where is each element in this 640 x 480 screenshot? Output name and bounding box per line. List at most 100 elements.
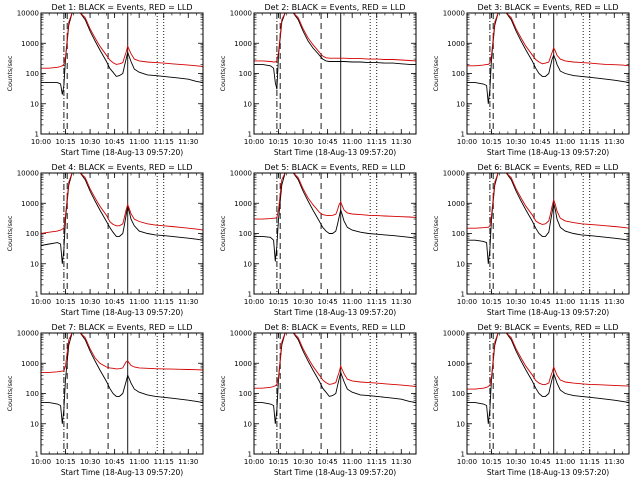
- y-tick-label: 100: [239, 230, 252, 238]
- x-axis-label: Start Time (18-Aug-13 09:57:20): [61, 468, 183, 477]
- x-tick-label: 10:15: [481, 138, 501, 146]
- x-tick-label: 10:15: [268, 298, 288, 306]
- x-tick-label: 10:00: [457, 298, 477, 306]
- y-tick-label: 10: [30, 420, 39, 428]
- x-tick-label: 10:45: [531, 298, 551, 306]
- x-axis-label: Start Time (18-Aug-13 09:57:20): [274, 148, 396, 157]
- series-line-events: [467, 332, 630, 424]
- chart-panel-7: Det 7: BLACK = Events, RED = LLD Counts/s…: [6, 323, 204, 477]
- x-tick-label: 11:15: [580, 138, 600, 146]
- series-line-lld: [467, 332, 630, 390]
- chart-panel-8: Det 8: BLACK = Events, RED = LLD Counts/s…: [219, 323, 417, 477]
- x-axis-label: Start Time (18-Aug-13 09:57:20): [487, 468, 609, 477]
- plot-frame: [40, 12, 204, 135]
- series-line-events: [41, 12, 204, 95]
- x-tick-label: 10:00: [244, 138, 264, 146]
- y-tick-label: 10: [243, 420, 252, 428]
- x-tick-label: 11:15: [367, 138, 387, 146]
- series-line-events: [40, 172, 204, 264]
- y-axis-label: Counts/sec: [219, 55, 227, 91]
- x-tick-label: 10:00: [244, 458, 264, 466]
- series-line-events: [41, 332, 204, 424]
- y-tick-label: 10000: [443, 10, 465, 18]
- x-tick-label: 10:30: [506, 138, 526, 146]
- chart-panel-2: Det 2: BLACK = Events, RED = LLD Counts/s…: [219, 3, 417, 157]
- y-tick-label: 100: [452, 230, 465, 238]
- y-axis-label: Counts/sec: [6, 55, 14, 91]
- x-tick-label: 10:15: [55, 458, 75, 466]
- chart-title: Det 4: BLACK = Events, RED = LLD: [52, 163, 193, 172]
- x-tick-label: 10:30: [293, 298, 313, 306]
- series-line-lld: [40, 172, 204, 234]
- plot-frame: [466, 172, 630, 295]
- y-tick-label: 10: [456, 260, 465, 268]
- chart-panel-6: Det 6: BLACK = Events, RED = LLD Counts/s…: [432, 163, 630, 317]
- chart-panel-3: Det 3: BLACK = Events, RED = LLD Counts/s…: [432, 3, 630, 157]
- x-tick-label: 10:45: [531, 138, 551, 146]
- x-tick-label: 10:45: [318, 138, 338, 146]
- chart-title: Det 7: BLACK = Events, RED = LLD: [52, 323, 193, 332]
- plot-frame: [466, 12, 630, 135]
- y-tick-label: 1000: [447, 360, 465, 368]
- x-tick-label: 11:30: [178, 138, 198, 146]
- x-tick-label: 11:00: [555, 298, 575, 306]
- x-tick-label: 10:30: [80, 298, 100, 306]
- y-tick-label: 10: [243, 260, 252, 268]
- y-tick-label: 10000: [230, 330, 252, 338]
- chart-panel-4: Det 4: BLACK = Events, RED = LLD Counts/s…: [6, 163, 204, 317]
- y-tick-label: 1: [248, 291, 252, 299]
- x-tick-label: 10:30: [80, 458, 100, 466]
- chart-title: Det 9: BLACK = Events, RED = LLD: [478, 323, 619, 332]
- y-axis-label: Counts/sec: [6, 215, 14, 251]
- x-tick-label: 10:30: [293, 138, 313, 146]
- y-tick-label: 1: [461, 291, 465, 299]
- x-tick-label: 11:00: [129, 298, 149, 306]
- y-tick-label: 10000: [230, 170, 252, 178]
- y-tick-label: 1000: [21, 40, 39, 48]
- x-tick-label: 10:00: [31, 138, 51, 146]
- chart-title: Det 8: BLACK = Events, RED = LLD: [265, 323, 406, 332]
- x-tick-label: 10:00: [244, 298, 264, 306]
- x-tick-label: 10:00: [457, 138, 477, 146]
- x-axis-label: Start Time (18-Aug-13 09:57:20): [487, 148, 609, 157]
- y-tick-label: 100: [452, 390, 465, 398]
- x-axis-label: Start Time (18-Aug-13 09:57:20): [274, 468, 396, 477]
- x-tick-label: 10:15: [481, 458, 501, 466]
- y-tick-label: 1000: [21, 200, 39, 208]
- x-tick-label: 10:15: [268, 138, 288, 146]
- y-tick-label: 10000: [17, 170, 39, 178]
- x-tick-label: 11:30: [604, 138, 624, 146]
- chart-panel-9: Det 9: BLACK = Events, RED = LLD Counts/s…: [432, 323, 630, 477]
- y-tick-label: 10: [243, 100, 252, 108]
- x-tick-label: 10:15: [268, 458, 288, 466]
- y-tick-label: 10: [456, 420, 465, 428]
- y-tick-label: 100: [26, 230, 39, 238]
- x-axis-label: Start Time (18-Aug-13 09:57:20): [61, 308, 183, 317]
- plot-frame: [253, 172, 417, 295]
- series-line-events: [467, 12, 630, 104]
- x-tick-label: 10:30: [80, 138, 100, 146]
- x-tick-label: 10:45: [318, 458, 338, 466]
- y-axis-label: Counts/sec: [432, 215, 440, 251]
- y-tick-label: 1: [35, 451, 39, 459]
- x-tick-label: 11:00: [129, 138, 149, 146]
- x-tick-label: 10:00: [31, 298, 51, 306]
- plot-frame: [40, 332, 204, 455]
- y-axis-label: Counts/sec: [219, 215, 227, 251]
- series-line-events: [254, 332, 417, 424]
- y-tick-label: 1: [461, 451, 465, 459]
- y-tick-label: 1000: [234, 200, 252, 208]
- y-tick-label: 100: [239, 390, 252, 398]
- x-tick-label: 11:15: [580, 298, 600, 306]
- x-tick-label: 10:45: [105, 138, 125, 146]
- chart-panel-1: Det 1: BLACK = Events, RED = LLD Counts/s…: [6, 3, 204, 157]
- x-tick-label: 10:30: [506, 298, 526, 306]
- x-tick-label: 11:15: [367, 458, 387, 466]
- x-axis-label: Start Time (18-Aug-13 09:57:20): [487, 308, 609, 317]
- series-line-lld: [254, 172, 417, 220]
- x-tick-label: 10:30: [293, 458, 313, 466]
- y-tick-label: 1000: [447, 200, 465, 208]
- y-tick-label: 1: [35, 131, 39, 139]
- series-line-lld: [254, 332, 417, 389]
